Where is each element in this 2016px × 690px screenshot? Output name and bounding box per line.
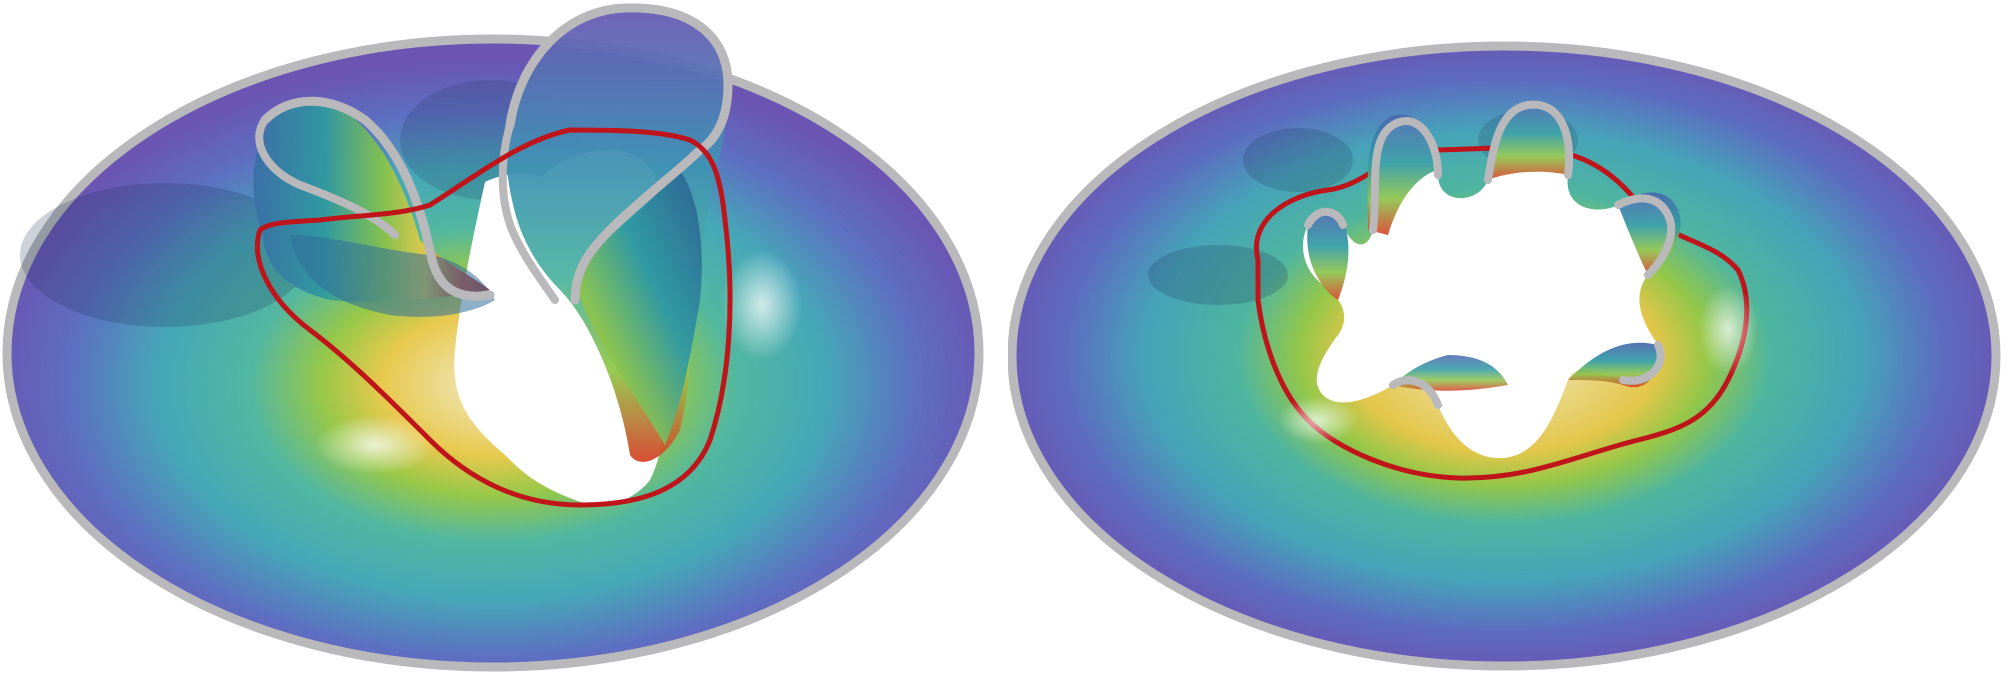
left-handle-small-rim <box>260 96 495 301</box>
left-handle-small-rim-2 <box>255 116 399 239</box>
left-handle-large-rim <box>505 3 733 305</box>
left-shadow-lobe <box>20 183 310 327</box>
left-handle-inner-face <box>575 170 702 445</box>
left-boundary-curve <box>254 127 733 508</box>
left-highlight-2 <box>722 250 802 360</box>
left-hole <box>454 173 663 505</box>
right-shadow-lobe-2 <box>1243 128 1353 192</box>
right-shadow-lobe-1 <box>1148 245 1288 305</box>
left-highlight-1 <box>315 415 435 475</box>
right-lobe-rims <box>1304 100 1676 409</box>
right-lobe-bottom-right <box>1568 342 1659 388</box>
right-surface-render <box>1008 41 2001 671</box>
right-highlight-2 <box>1698 285 1758 375</box>
left-surface-render <box>2 3 984 672</box>
right-highlight-1 <box>1278 396 1358 444</box>
right-lobe-left <box>1307 209 1349 300</box>
left-ribbon-front <box>290 235 495 317</box>
right-lobe-top-left <box>1367 114 1438 235</box>
